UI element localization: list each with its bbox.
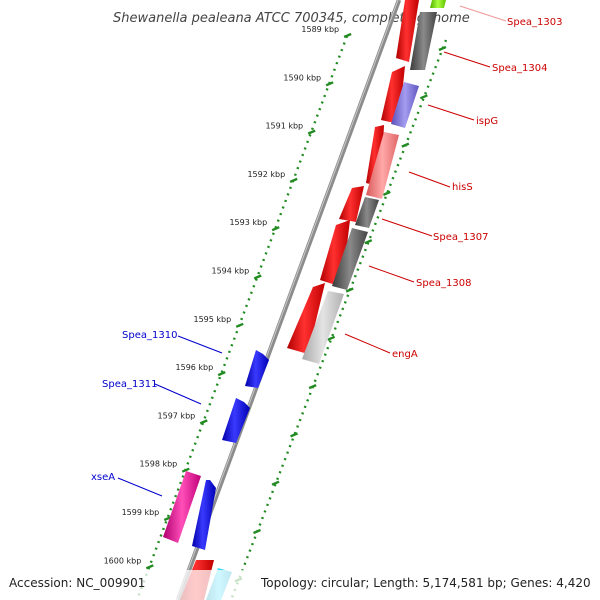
tick-mark-outer xyxy=(308,383,317,390)
tick-mark-inner xyxy=(325,81,334,87)
tick-mark-inner xyxy=(271,226,280,232)
gene-label-spea-1303[interactable]: Spea_1303 xyxy=(507,17,562,28)
summary-text: Topology: circular; Length: 5,174,581 bp… xyxy=(260,576,591,590)
gene-label-ispg[interactable]: ispG xyxy=(476,116,498,127)
accession-text: Accession: NC_009901 xyxy=(9,576,145,590)
tick-mark-outer xyxy=(364,239,373,245)
gene-callouts xyxy=(117,5,507,497)
tick-mark-outer xyxy=(290,432,299,438)
tick-mark-outer xyxy=(419,94,428,100)
tick-mark-outer xyxy=(382,190,391,197)
map-title: Shewanella pealeana ATCC 700345, complet… xyxy=(113,11,470,26)
tick-mark-inner xyxy=(145,564,154,570)
tick-mark-inner xyxy=(253,274,262,280)
tick-label: 1597 kbp xyxy=(158,411,196,420)
tick-mark-inner xyxy=(307,129,316,135)
gene-label-xsea[interactable]: xseA xyxy=(91,472,115,483)
gene-labels: Spea_1303 Spea_1304 ispG hisS Spea_1307 … xyxy=(91,17,562,483)
tick-mark-inner xyxy=(217,370,226,377)
tick-mark-inner xyxy=(343,32,352,39)
feature-green xyxy=(430,0,446,8)
tick-label: 1592 kbp xyxy=(247,170,285,179)
feature-spea-1303-grey xyxy=(410,12,437,70)
gene-label-spea-1310[interactable]: Spea_1310 xyxy=(122,330,177,341)
footer-band xyxy=(0,570,600,600)
feature-track xyxy=(206,0,446,600)
tick-mark-outer xyxy=(327,335,336,341)
reverse-strand-cds xyxy=(163,350,269,550)
gene-label-spea-1304[interactable]: Spea_1304 xyxy=(492,63,547,74)
tick-mark-inner xyxy=(199,419,208,425)
tick-label: 1598 kbp xyxy=(140,460,178,469)
cds-xsea[interactable] xyxy=(163,471,201,543)
cds-spea-1303[interactable] xyxy=(396,0,419,62)
gene-label-spea-1308[interactable]: Spea_1308 xyxy=(416,278,471,289)
tick-label: 1589 kbp xyxy=(301,25,339,34)
feature-spea-1308-grey xyxy=(332,228,368,290)
cds-spea-1311[interactable] xyxy=(222,398,250,443)
gene-label-enga[interactable]: engA xyxy=(392,349,418,360)
tick-label: 1600 kbp xyxy=(104,556,142,565)
cds-xsea-blue[interactable] xyxy=(192,480,216,550)
tick-mark-outer xyxy=(271,480,280,486)
tick-label: 1590 kbp xyxy=(283,73,321,82)
tick-label: 1596 kbp xyxy=(176,363,214,372)
feature-engA-lightgrey xyxy=(302,291,344,364)
forward-strand-cds xyxy=(180,0,419,600)
kbp-scale: 1589 kbp 1590 kbp 1591 kbp 1592 kbp 1593 kbp… xyxy=(104,25,447,583)
tick-mark-inner xyxy=(235,322,244,328)
tick-label: 1593 kbp xyxy=(229,218,267,227)
cds-spea-1310[interactable] xyxy=(245,350,269,388)
cds-hiss[interactable] xyxy=(339,186,364,222)
feature-hiss-salmon xyxy=(366,132,399,199)
cds-engA[interactable] xyxy=(287,283,325,354)
tick-mark-outer xyxy=(438,45,447,52)
feature-ispg-purple xyxy=(391,82,419,128)
gene-label-spea-1311[interactable]: Spea_1311 xyxy=(102,379,157,390)
tick-mark-inner xyxy=(181,467,190,473)
genome-backbone xyxy=(175,0,402,600)
tick-label: 1599 kbp xyxy=(122,508,160,517)
tick-mark-outer xyxy=(345,287,354,293)
gene-label-hiss[interactable]: hisS xyxy=(452,182,473,193)
outer-dotted-arc xyxy=(229,39,448,600)
tick-label: 1595 kbp xyxy=(194,315,232,324)
tick-mark-inner xyxy=(289,177,298,184)
tick-label: 1594 kbp xyxy=(211,267,249,276)
tick-mark-outer xyxy=(401,142,410,148)
tick-label: 1591 kbp xyxy=(265,122,303,131)
tick-mark-outer xyxy=(253,528,261,535)
feature-spea-1307-grey xyxy=(355,197,379,228)
gene-label-spea-1307[interactable]: Spea_1307 xyxy=(433,232,488,243)
